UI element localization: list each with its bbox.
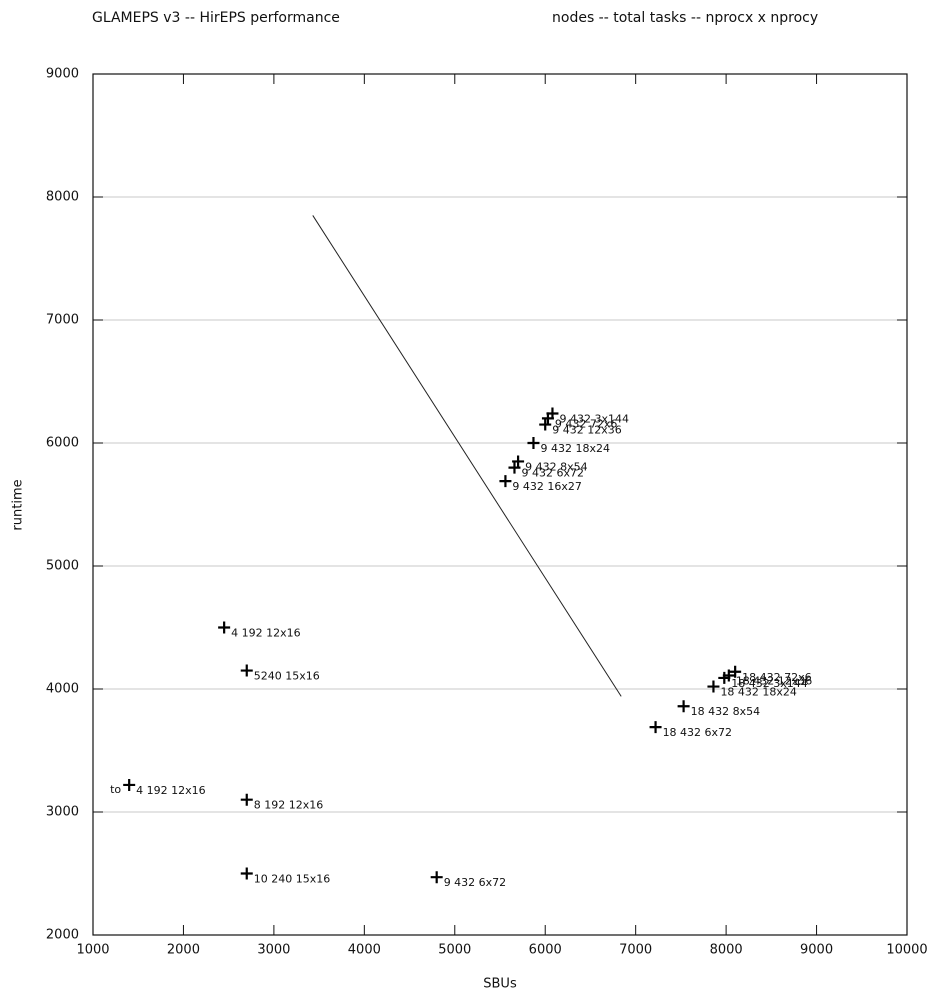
chart-title: GLAMEPS v3 -- HirEPS performance: [92, 10, 340, 26]
y-tick-label: 4000: [46, 682, 79, 697]
point-label: 8 192 12x16: [254, 799, 324, 812]
trend-line: [312, 215, 622, 697]
point-label: 9 432 72x6: [555, 417, 618, 430]
point: [430, 871, 443, 884]
point: [123, 778, 136, 791]
point-label: 18 432 72x6: [742, 671, 812, 684]
y-tick-label: 7000: [46, 313, 79, 328]
x-tick-label: 7000: [619, 943, 652, 958]
x-tick-label: 8000: [710, 943, 743, 958]
point: [539, 418, 552, 431]
point-label: 9 432 16x27: [512, 480, 582, 493]
point: [527, 437, 540, 449]
point-label: 9 432 3x144: [559, 412, 629, 425]
point-label: 18 432 18x24: [720, 686, 797, 699]
point-label: 10 240 15x16: [254, 873, 331, 886]
plot-frame: [92, 73, 908, 936]
point: [729, 665, 742, 678]
point-label: 9 432 12x36: [552, 424, 622, 437]
point-label: 18 432 6x72: [663, 726, 733, 739]
point-label: 18 432 8x54: [691, 705, 761, 718]
point: [707, 680, 720, 693]
x-axis-label: SBUs: [483, 977, 517, 992]
x-tick-label: 4000: [348, 943, 381, 958]
point-label: 9 432 6x72: [444, 876, 507, 889]
point: [240, 867, 253, 880]
point-label: 9 432 8x54: [525, 460, 588, 473]
point-label: 18 432 3x144: [731, 677, 808, 690]
point-label: 4 192 12x16: [231, 627, 301, 640]
y-tick-label: 8000: [46, 190, 79, 205]
x-tick-label: 5000: [438, 943, 471, 958]
x-tick-label: 9000: [800, 943, 833, 958]
x-tick-label: 3000: [257, 943, 290, 958]
point-label: 9 432 18x24: [540, 442, 610, 455]
x-tick-label: 6000: [529, 943, 562, 958]
y-axis-label: runtime: [11, 479, 26, 530]
point: [541, 412, 554, 425]
y-tick-label: 2000: [46, 928, 79, 943]
point-label: 4 192 12x16: [136, 784, 206, 797]
y-tick-label: 9000: [46, 67, 79, 82]
point-label: 9 432 6x72: [521, 467, 584, 480]
y-tick-label: 3000: [46, 805, 79, 820]
point-label: 5240 15x16: [254, 670, 320, 683]
point: [240, 793, 253, 806]
point: [218, 621, 231, 634]
x-tick-label: 10000: [886, 943, 927, 958]
chart-subtitle: nodes -- total tasks -- nprocx x nprocy: [552, 10, 818, 26]
y-tick-label: 6000: [46, 436, 79, 451]
point-label: 18 432 12x36: [736, 674, 813, 687]
point: [677, 700, 690, 713]
point: [508, 461, 521, 474]
x-tick-label: 1000: [76, 943, 109, 958]
y-tick-label: 5000: [46, 559, 79, 574]
point: [512, 455, 525, 468]
point: [499, 475, 512, 488]
point: [649, 721, 662, 734]
point: [240, 664, 253, 677]
point: [718, 671, 731, 684]
x-tick-label: 2000: [167, 943, 200, 958]
annotation: to: [110, 783, 121, 796]
